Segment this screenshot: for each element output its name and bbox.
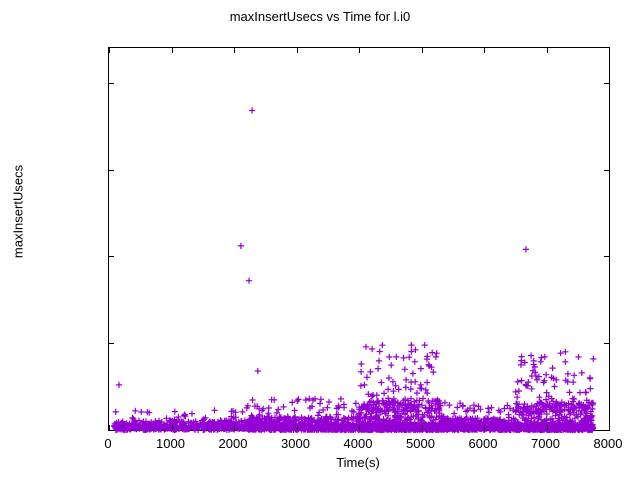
x-axis-tick-mark xyxy=(172,48,173,53)
y-axis-tick-mark xyxy=(604,256,609,257)
x-axis-tick-label: 5000 xyxy=(406,436,435,451)
y-axis-tick-mark xyxy=(109,170,114,171)
y-axis-tick-mark xyxy=(604,343,609,344)
x-axis-tick-mark xyxy=(359,48,360,53)
x-axis-label: Time(s) xyxy=(336,455,380,470)
plot-area xyxy=(108,47,610,434)
x-axis-tick-label: 6000 xyxy=(468,436,498,451)
y-axis-tick-mark xyxy=(109,343,114,344)
y-axis-tick-mark xyxy=(109,430,114,431)
x-axis-tick-mark xyxy=(484,48,485,53)
x-axis-tick-mark xyxy=(234,425,235,430)
x-axis-tick-mark xyxy=(422,425,423,430)
scatter-points-layer xyxy=(111,107,597,434)
x-axis-tick-label: 8000 xyxy=(593,436,623,451)
x-axis-tick-mark xyxy=(422,48,423,53)
y-axis-tick-mark xyxy=(604,170,609,171)
x-axis-tick-mark xyxy=(297,425,298,430)
x-axis-tick-mark xyxy=(359,425,360,430)
x-axis-tick-mark xyxy=(484,425,485,430)
x-axis-tick-mark xyxy=(609,48,610,53)
y-axis-tick-mark xyxy=(109,256,114,257)
y-axis-tick-mark xyxy=(604,430,609,431)
x-axis-tick-mark xyxy=(234,48,235,53)
y-axis-tick-mark xyxy=(604,83,609,84)
x-axis-tick-mark xyxy=(547,425,548,430)
x-axis-tick-label: 7000 xyxy=(531,436,560,451)
x-axis-tick-label: 3000 xyxy=(281,436,310,451)
x-axis-tick-label: 0 xyxy=(104,436,112,451)
x-axis-tick-mark xyxy=(109,48,110,53)
chart-title: maxInsertUsecs vs Time for l.i0 xyxy=(229,9,411,24)
x-axis-tick-label: 1000 xyxy=(156,436,185,451)
y-axis-label: maxInsertUsecs xyxy=(10,164,26,259)
x-axis-tick-mark xyxy=(547,48,548,53)
y-axis-tick-mark xyxy=(109,83,114,84)
x-axis-tick-mark xyxy=(109,425,110,430)
x-axis-tick-label: 2000 xyxy=(218,436,248,451)
x-axis-tick-mark xyxy=(297,48,298,53)
x-axis-tick-mark xyxy=(172,425,173,430)
x-axis-tick-label: 4000 xyxy=(343,436,373,451)
x-axis-tick-mark xyxy=(609,425,610,430)
scatter-series-points xyxy=(111,107,597,434)
